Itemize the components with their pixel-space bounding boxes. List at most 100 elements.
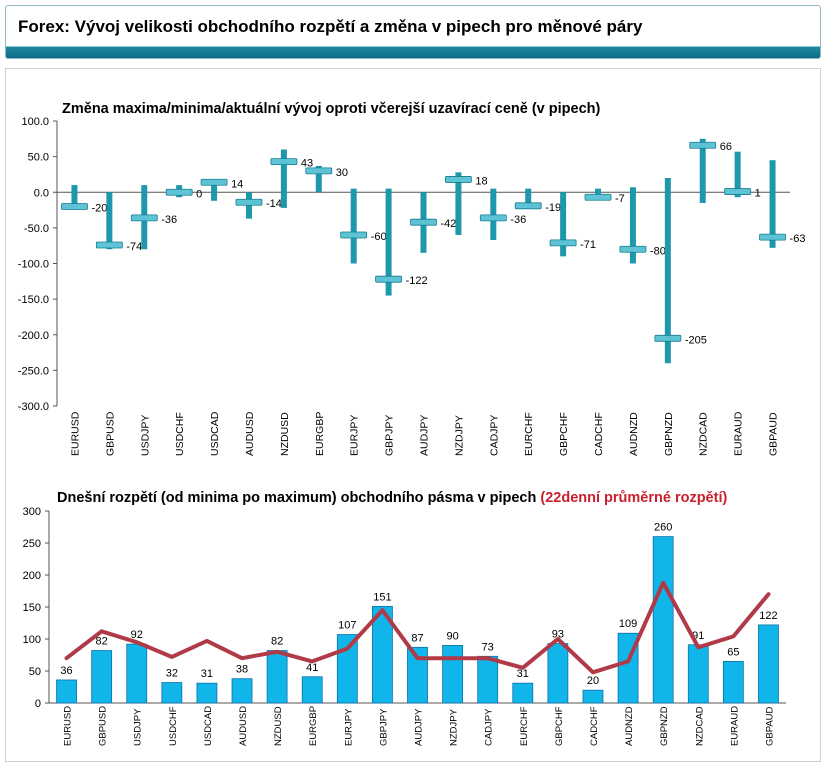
chart1-range-bar <box>560 192 567 257</box>
chart1-current-marker <box>340 231 368 239</box>
chart2-category-label: NZDCAD <box>694 706 705 746</box>
chart2-bar <box>56 679 77 704</box>
chart1-category-label: GBPJPY <box>384 415 396 456</box>
chart1-range-bar <box>106 192 113 250</box>
chart1-range-bar <box>525 188 532 209</box>
chart2-bar <box>758 624 779 704</box>
chart1-category-label: NZDCAD <box>698 412 710 456</box>
chart2-bar <box>477 655 499 704</box>
chart2-data-label: 260 <box>654 522 672 534</box>
chart1-value-label: -205 <box>685 334 707 346</box>
chart1-value-label: 18 <box>475 175 487 187</box>
chart1-current-marker <box>130 214 158 222</box>
header-banner: Forex: Vývoj velikosti obchodního rozpět… <box>5 5 821 59</box>
chart1-current-marker <box>584 193 612 201</box>
chart1-current-marker <box>445 176 472 183</box>
chart2-category-label: AUDUSD <box>238 706 249 746</box>
chart1-y-tick-label: -100.0 <box>18 259 49 271</box>
chart1-category-label: AUDNZD <box>628 412 640 456</box>
chart2-data-label: 32 <box>166 668 178 680</box>
chart2-data-label: 87 <box>411 632 423 644</box>
chart2-bar <box>126 643 148 704</box>
chart2-data-label: 20 <box>587 675 599 687</box>
chart1-value-label: 43 <box>301 158 313 170</box>
chart2-category-label: AUDJPY <box>414 708 425 746</box>
chart1-title: Změna maxima/minima/aktuální vývoj oprot… <box>62 101 600 117</box>
chart2-bar <box>652 536 674 704</box>
chart2-category-label: NZDUSD <box>273 706 284 746</box>
chart1-value-label: -36 <box>510 214 526 226</box>
chart2-category-label: AUDNZD <box>624 706 635 746</box>
chart1-value-label: -19 <box>545 202 561 214</box>
chart2-bar <box>442 645 463 704</box>
chart2-category-label: GBPCHF <box>554 706 565 746</box>
chart2-data-label: 73 <box>482 641 494 653</box>
chart2-title-highlight: (22denní průměrné rozpětí) <box>540 490 727 506</box>
chart2-category-label: EURCHF <box>519 706 530 746</box>
chart2-bar <box>582 689 604 704</box>
chart2-category-label: GBPNZD <box>659 706 670 746</box>
chart1-value-label: -80 <box>650 245 666 257</box>
chart1-category-label: USDJPY <box>139 415 151 456</box>
chart2-bar <box>512 682 534 704</box>
chart1-y-tick-label: 0.0 <box>34 187 49 199</box>
chart2-data-label: 109 <box>619 618 637 630</box>
chart1-current-marker <box>270 158 298 166</box>
chart1-value-label: -71 <box>580 239 596 251</box>
chart1-value-label: -36 <box>161 214 177 226</box>
chart1-range-bar <box>455 172 462 235</box>
chart2-bar <box>336 634 358 704</box>
chart1-range-bar <box>490 188 497 240</box>
chart1-y-tick-label: -150.0 <box>18 294 49 306</box>
chart2-data-label: 31 <box>201 668 213 680</box>
chart1-range-bar <box>769 160 776 248</box>
chart1-category-label: GBPAUD <box>768 412 780 456</box>
chart2-category-label: EURAUD <box>729 706 740 746</box>
chart1-y-tick-label: 100.0 <box>21 116 49 128</box>
chart2-category-label: NZDJPY <box>449 708 460 746</box>
chart2-bar <box>266 650 288 704</box>
chart2-data-label: 65 <box>727 646 739 658</box>
chart1-y-tick-label: 50.0 <box>28 152 49 164</box>
chart1-category-label: USDCAD <box>209 411 221 456</box>
chart2-y-tick-label: 50 <box>29 666 41 678</box>
chart2-category-label: GBPAUD <box>764 706 775 746</box>
chart2-data-label: 31 <box>517 668 529 680</box>
chart1-current-marker <box>375 275 402 283</box>
chart1-category-label: GBPUSD <box>104 411 116 456</box>
chart2-y-tick-label: 150 <box>23 602 41 614</box>
chart2-bar <box>687 644 709 704</box>
chart2-y-tick-label: 100 <box>23 634 41 646</box>
chart2-bar <box>196 682 218 704</box>
range-chart: Změna maxima/minima/aktuální vývoj oprot… <box>18 101 806 456</box>
chart1-current-marker <box>759 233 786 241</box>
chart1-value-label: -14 <box>266 198 282 210</box>
chart1-category-label: GBPCHF <box>558 412 570 456</box>
chart1-value-label: -42 <box>441 218 457 230</box>
chart2-title-main: Dnešní rozpětí (od minima po maximum) ob… <box>57 490 540 506</box>
chart2-category-label: CADCHF <box>589 706 600 746</box>
chart1-value-label: -20 <box>91 203 107 215</box>
chart1-range-bar <box>211 180 218 201</box>
chart1-value-label: 66 <box>720 141 732 153</box>
chart1-current-marker <box>235 198 263 206</box>
chart2-y-tick-label: 200 <box>23 570 41 582</box>
chart1-range-bar <box>71 185 78 208</box>
chart1-current-marker <box>479 214 507 222</box>
chart2-bar <box>547 643 569 704</box>
chart2-category-label: EURGBP <box>308 706 319 746</box>
chart1-value-label: 14 <box>231 178 243 190</box>
chart1-current-marker <box>61 203 88 210</box>
chart2-data-label: 38 <box>236 664 248 676</box>
chart2-data-label: 93 <box>552 628 564 640</box>
chart2-bar <box>372 605 393 704</box>
chart1-value-label: -63 <box>790 233 806 245</box>
chart2-category-label: EURJPY <box>343 708 354 746</box>
page-title: Forex: Vývoj velikosti obchodního rozpět… <box>18 17 643 36</box>
chart1-value-label: -7 <box>615 193 625 205</box>
chart1-range-bar <box>350 188 357 264</box>
chart2-data-label: 151 <box>373 591 391 603</box>
chart1-range-bar <box>699 138 706 203</box>
chart2-bar <box>161 682 183 704</box>
